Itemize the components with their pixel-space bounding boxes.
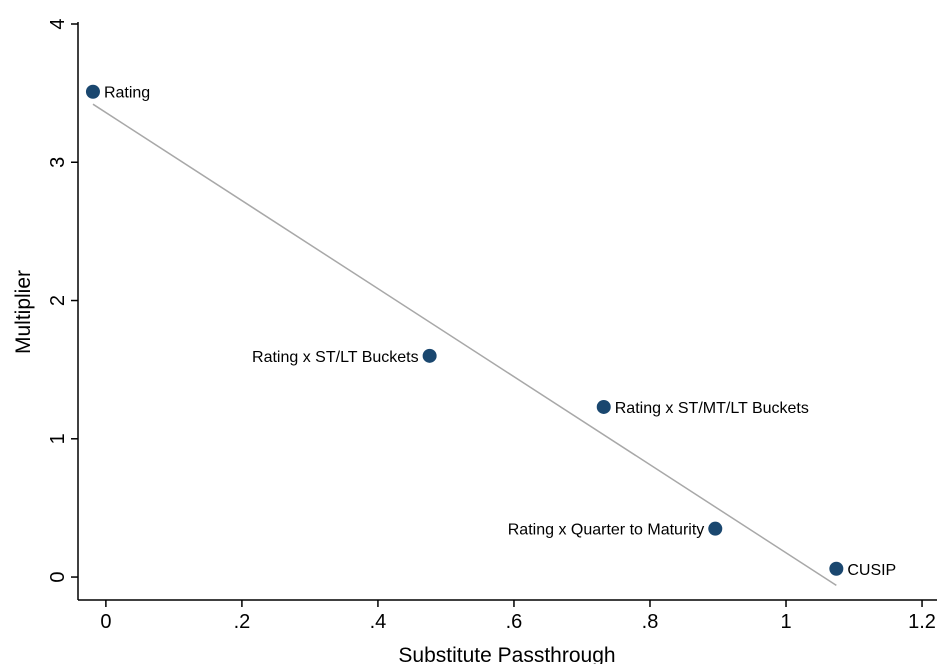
point — [708, 521, 723, 536]
x-tick-label: 0 — [100, 611, 111, 633]
y-axis-label: Multiplier — [12, 270, 35, 354]
point-label: Rating x ST/LT Buckets — [252, 349, 419, 366]
x-tick-label: .8 — [642, 611, 659, 633]
y-tick-label: 0 — [47, 571, 69, 582]
x-tick-label: .4 — [370, 611, 387, 633]
x-tick-label: .6 — [506, 611, 523, 633]
y-tick-label: 1 — [47, 433, 69, 444]
y-tick-label: 4 — [47, 18, 69, 29]
point — [422, 348, 437, 363]
x-tick-label: 1 — [780, 611, 791, 633]
point-label: Rating x Quarter to Maturity — [508, 522, 705, 539]
y-tick-label: 2 — [47, 295, 69, 306]
x-tick-label: .2 — [234, 611, 251, 633]
x-axis-label: Substitute Passthrough — [398, 644, 615, 664]
x-tick-label: 1.2 — [908, 611, 936, 633]
point-label: Rating x ST/MT/LT Buckets — [615, 400, 809, 417]
point — [596, 399, 611, 414]
point — [85, 84, 100, 99]
point-label: CUSIP — [847, 562, 896, 579]
point-label: Rating — [104, 85, 150, 102]
y-tick-label: 3 — [47, 157, 69, 168]
fit-line — [92, 103, 837, 586]
point — [829, 561, 844, 576]
